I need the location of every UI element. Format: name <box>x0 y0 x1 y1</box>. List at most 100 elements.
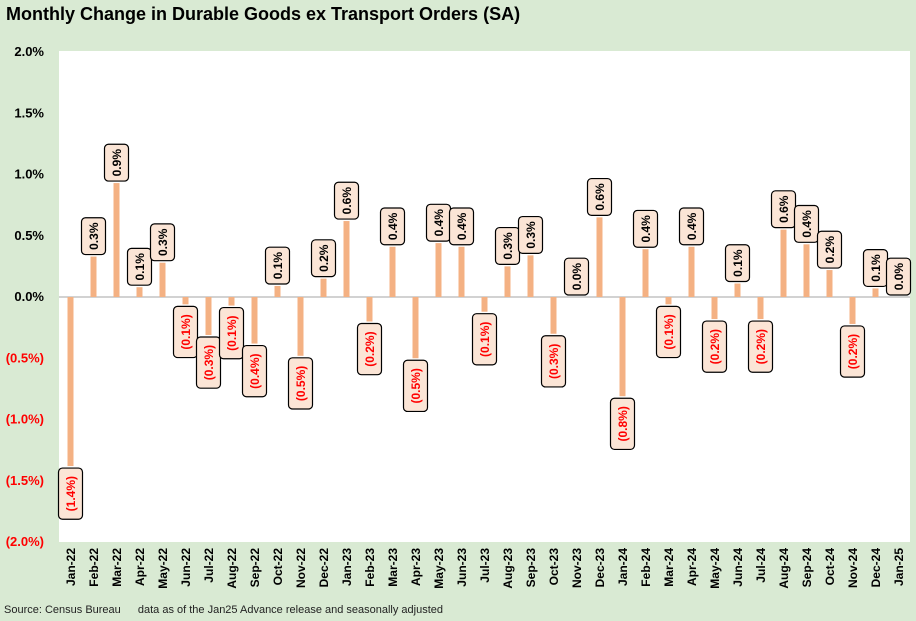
bar <box>458 246 465 297</box>
y-tick-label: 1.5% <box>14 105 44 120</box>
data-label-text: 0.4% <box>386 212 400 240</box>
bar <box>642 249 649 297</box>
data-label: 0.2% <box>310 239 337 278</box>
data-label-text: 0.4% <box>432 209 446 237</box>
x-tick-label: Apr-24 <box>685 548 699 586</box>
data-label-box <box>563 257 590 296</box>
x-tick-label: Jun-23 <box>455 548 469 587</box>
bar <box>297 297 304 356</box>
data-label: 0.4% <box>632 209 659 248</box>
data-label-text: (0.5%) <box>409 368 423 403</box>
data-label: (0.1%) <box>218 306 245 360</box>
x-tick-label: Jun-22 <box>179 548 193 587</box>
data-label-text: 0.6% <box>340 187 354 215</box>
bar <box>113 183 120 297</box>
x-tick-label: Dec-22 <box>317 548 331 588</box>
bar <box>274 285 281 297</box>
data-label-box <box>149 223 176 262</box>
data-label-box <box>816 230 843 269</box>
data-label-text: 0.1% <box>731 249 745 277</box>
x-tick-label: Nov-24 <box>846 548 860 588</box>
data-label: 0.1% <box>862 249 889 288</box>
data-label: 0.6% <box>586 177 613 216</box>
data-label: (0.3%) <box>540 335 567 388</box>
x-tick-label: Feb-24 <box>639 548 653 587</box>
bar <box>435 243 442 297</box>
data-label: (1.4%) <box>57 467 84 520</box>
data-label: 0.1% <box>126 247 153 286</box>
x-tick-label: Jul-22 <box>202 548 216 583</box>
x-tick-label: Sep-23 <box>524 548 538 588</box>
data-label-text: (0.8%) <box>616 406 630 441</box>
bar <box>205 297 212 335</box>
x-tick-label: Jan-25 <box>892 548 906 586</box>
bar <box>527 255 534 297</box>
data-label: (0.1%) <box>471 313 498 366</box>
bar <box>849 297 856 324</box>
data-label-text: 0.2% <box>317 244 331 272</box>
data-label-box <box>264 246 291 285</box>
data-label-text: 0.3% <box>87 222 101 250</box>
data-label-text: 0.0% <box>892 263 906 291</box>
x-tick-label: Dec-24 <box>869 548 883 588</box>
data-label: (0.2%) <box>839 325 866 378</box>
chart-footer: Source: Census Bureau data as of the Jan… <box>4 604 443 616</box>
x-tick-label: Mar-22 <box>110 548 124 587</box>
data-label-text: 0.6% <box>593 183 607 211</box>
data-label: (0.1%) <box>655 305 682 359</box>
y-tick-label: (1.0%) <box>6 412 44 427</box>
x-tick-label: Nov-23 <box>570 548 584 588</box>
data-label-box <box>678 207 705 246</box>
data-label-text: (0.1%) <box>179 314 193 349</box>
data-label-text: 0.1% <box>271 252 285 280</box>
data-label-box <box>195 336 222 389</box>
data-label-text: 0.9% <box>110 149 124 177</box>
data-label-box <box>540 335 567 388</box>
data-label: (0.3%) <box>195 336 222 389</box>
data-label-text: 0.1% <box>133 253 147 281</box>
x-tick-label: Jul-24 <box>754 548 768 583</box>
bar <box>734 283 741 297</box>
data-label-text: 0.3% <box>501 232 515 260</box>
data-label-box <box>586 177 613 216</box>
x-tick-label: Jun-24 <box>731 548 745 587</box>
data-label-box <box>287 357 314 410</box>
data-label: 0.2% <box>816 230 843 269</box>
source-note: Source: Census Bureau <box>4 604 121 616</box>
data-label-box <box>218 306 245 360</box>
data-label-text: 0.1% <box>869 254 883 282</box>
data-label-box <box>724 244 751 283</box>
bar <box>343 221 350 297</box>
bar <box>688 246 695 297</box>
bar <box>412 297 419 359</box>
y-tick-label: (2.0%) <box>6 534 44 549</box>
data-label-text: (0.2%) <box>754 329 768 364</box>
data-label-text: 0.6% <box>777 195 791 223</box>
y-tick-label: 1.0% <box>14 167 44 182</box>
x-tick-label: Aug-24 <box>777 548 791 589</box>
data-label: 0.3% <box>149 223 176 262</box>
data-label-box <box>471 313 498 366</box>
data-label: 0.4% <box>425 203 452 242</box>
data-label-text: (0.1%) <box>225 315 239 350</box>
bar <box>389 246 396 297</box>
x-tick-label: Sep-22 <box>248 548 262 588</box>
data-label: 0.3% <box>517 215 544 254</box>
data-label-box <box>126 247 153 286</box>
x-tick-label: Oct-22 <box>271 548 285 586</box>
data-label: (0.1%) <box>172 305 199 359</box>
data-label: 0.0% <box>563 257 590 296</box>
bar <box>90 256 97 297</box>
data-label-box <box>609 397 636 451</box>
x-tick-label: Aug-22 <box>225 548 239 589</box>
data-label: 0.4% <box>793 204 820 243</box>
data-label-text: (0.4%) <box>248 353 262 388</box>
bar <box>159 262 166 297</box>
y-tick-label: 0.5% <box>14 228 44 243</box>
bar <box>251 297 258 344</box>
x-tick-label: Oct-24 <box>823 548 837 586</box>
data-label-box <box>517 215 544 254</box>
data-label-box <box>103 143 130 182</box>
data-label-text: 0.2% <box>823 236 837 264</box>
